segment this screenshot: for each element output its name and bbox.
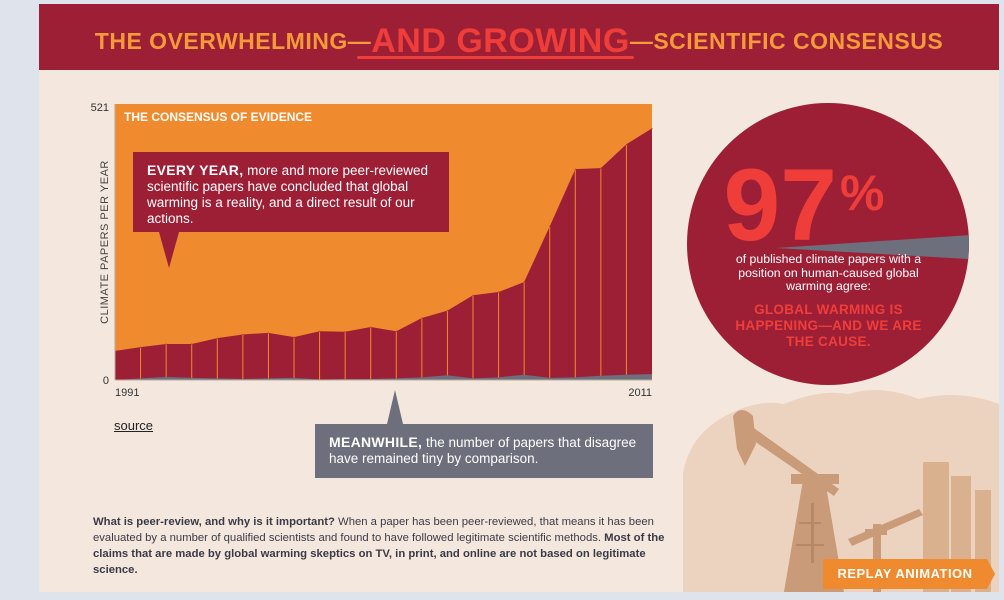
data-point-endorse xyxy=(319,330,321,332)
callout-meanwhile-bold: MEANWHILE, xyxy=(329,434,423,450)
page-title: THE OVERWHELMING—AND GROWING—SCIENTIFIC … xyxy=(39,22,999,61)
y-tick-label: 521 xyxy=(91,102,109,114)
y-tick-label: 0 xyxy=(103,375,109,387)
callout-every-year-bold: EVERY YEAR, xyxy=(147,162,244,178)
infographic-frame: THE OVERWHELMING—AND GROWING—SCIENTIFIC … xyxy=(39,4,999,592)
data-point-endorse xyxy=(446,310,448,312)
data-point-endorse xyxy=(216,337,218,339)
data-point-endorse xyxy=(370,326,372,328)
series-reject-area xyxy=(115,374,652,380)
title-underline xyxy=(357,56,634,59)
circle-description: of published climate papers with a posit… xyxy=(735,252,922,293)
chart-title: THE CONSENSUS OF EVIDENCE xyxy=(124,110,312,124)
data-point-endorse xyxy=(293,336,295,338)
disagree-wedge xyxy=(776,235,969,260)
data-point-endorse xyxy=(191,343,193,345)
data-point-endorse xyxy=(549,225,551,227)
percent-sign: % xyxy=(840,165,884,221)
x-tick-label: 2011 xyxy=(628,387,652,399)
consensus-circle xyxy=(687,103,969,385)
replay-label: REPLAY ANIMATION xyxy=(837,566,973,581)
y-axis-label: CLIMATE PAPERS PER YEAR xyxy=(99,160,111,324)
callout-meanwhile-text: the number of papers that disagree have … xyxy=(329,435,637,466)
data-point-endorse xyxy=(498,291,500,293)
replay-animation-button[interactable]: REPLAY ANIMATION xyxy=(823,559,995,589)
replay-chevron xyxy=(987,559,995,589)
data-point-endorse xyxy=(395,330,397,332)
data-point-endorse xyxy=(421,317,423,319)
series-endorse-area xyxy=(115,128,652,380)
percent-value: 97 xyxy=(724,154,837,262)
peer-review-paragraph: What is peer-review, and why is it impor… xyxy=(93,514,693,578)
data-point-endorse xyxy=(523,281,525,283)
callout-tail xyxy=(159,232,179,268)
x-tick-label: 1991 xyxy=(115,387,139,399)
title-right: —SCIENTIFIC CONSENSUS xyxy=(629,28,944,54)
source-link[interactable]: source xyxy=(114,418,154,433)
consensus-wedge xyxy=(776,235,969,260)
title-left: THE OVERWHELMING— xyxy=(94,28,372,54)
data-point-endorse xyxy=(600,167,602,169)
data-point-endorse xyxy=(344,331,346,333)
callout-tail xyxy=(387,390,403,424)
title-highlight: AND GROWING xyxy=(371,22,630,60)
data-point-endorse xyxy=(165,343,167,345)
peer-review-question: What is peer-review, and why is it impor… xyxy=(93,516,335,528)
data-point-endorse xyxy=(651,127,653,129)
data-point-endorse xyxy=(242,333,244,335)
callout-meanwhile: MEANWHILE, the number of papers that dis… xyxy=(315,390,653,478)
peer-review-emphasis: Most of the claims that are made by glob… xyxy=(93,532,665,576)
data-point-endorse xyxy=(625,143,627,145)
callout-every-year-text: more and more peer-reviewed scientific p… xyxy=(147,163,429,226)
data-point-endorse xyxy=(267,332,269,334)
chart-area: THE CONSENSUS OF EVIDENCE 521 0 1991 2011 CLI… xyxy=(91,102,653,399)
percent-graphic: 97 % xyxy=(724,154,885,262)
data-point-endorse xyxy=(574,168,576,170)
callout-every-year: EVERY YEAR, more and more peer-reviewed … xyxy=(133,152,449,268)
data-point-endorse xyxy=(140,346,142,348)
circle-conclusion: GLOBAL WARMING IS HAPPENING—AND WE ARE T… xyxy=(735,302,922,349)
title-banner: THE OVERWHELMING—AND GROWING—SCIENTIFIC … xyxy=(39,4,999,70)
data-point-endorse xyxy=(472,294,474,296)
peer-review-body: When a paper has been peer-reviewed, tha… xyxy=(93,516,654,544)
